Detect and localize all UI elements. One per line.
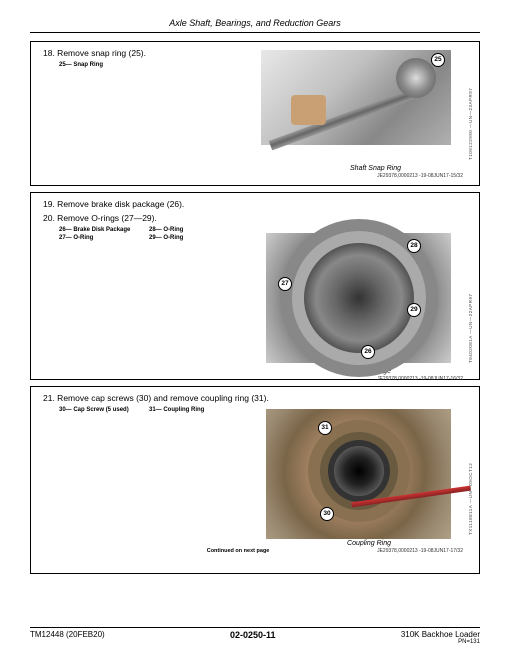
caption-3: Coupling Ring [39,540,471,547]
legend-item-29: 29— O-Ring [149,235,239,243]
callout-29: 29 [407,303,421,317]
figure-shaft: 25 T109122990 —UN—23APR97 [39,70,471,165]
step-box-19-20: 19. Remove brake disk package (26). 20. … [30,192,480,380]
callout-30: 30 [320,507,334,521]
caption-1: Shaft Snap Ring [39,165,471,172]
step-19-text: 19. Remove brake disk package (26). [39,199,471,209]
side-code-2: T8402081A —UN—22APR97 [468,263,473,363]
ref-code-3: JE29378,0000213 -19-08JUN17-17/32 [377,548,471,554]
callout-27: 27 [278,277,292,291]
legend-item-25: 25— Snap Ring [59,62,103,68]
side-code-3: TX1118811A —UN—09OCT12 [468,435,473,535]
legend-item-26: 26— Brake Disk Package [59,227,149,235]
footer-right: 310K Backhoe Loader PN=131 [401,630,480,645]
step-box-21: 21. Remove cap screws (30) and remove co… [30,386,480,574]
step-20-text: 20. Remove O-rings (27—29). [39,213,471,223]
footer-model: 310K Backhoe Loader [401,630,480,639]
callout-28: 28 [407,239,421,253]
photo-coupling-ring: 31 30 [266,409,451,539]
step-box-18: 18. Remove snap ring (25). 25— Snap Ring… [30,41,480,186]
photo-shaft-snap-ring: 25 [261,50,451,145]
legend-item-28: 28— O-Ring [149,227,239,235]
figure-coupling: 31 30 TX1118811A —UN—09OCT12 [39,415,471,540]
callout-26: 26 [361,345,375,359]
legend-item-31: 31— Coupling Ring [149,407,239,415]
legend-item-30: 30— Cap Screw (5 used) [59,407,149,415]
ref-code-2: JE29378,0000213 -19-08JUN17-16/32 [39,376,471,382]
footer-left: TM12448 (20FEB20) [30,630,105,645]
footer-pn: PN=131 [401,639,480,645]
callout-31: 31 [318,421,332,435]
continued-text: Continued on next page [39,548,377,554]
caption-2: Disk Package [39,368,471,375]
section-title: Axle Shaft, Bearings, and Reduction Gear… [30,18,480,33]
legend-item-27: 27— O-Ring [59,235,149,243]
photo-disk-package: 27 28 29 26 [266,233,451,363]
side-code-1: T109122990 —UN—23APR97 [468,80,473,160]
ref-code-1: JE29378,0000213 -19-08JUN17-15/32 [39,173,471,179]
figure-disk: 27 28 29 26 T8402081A —UN—22APR97 [39,243,471,368]
page-footer: TM12448 (20FEB20) 02-0250-11 310K Backho… [30,627,480,645]
callout-25: 25 [431,53,445,67]
step-21-text: 21. Remove cap screws (30) and remove co… [39,393,269,403]
footer-center: 02-0250-11 [230,630,276,645]
